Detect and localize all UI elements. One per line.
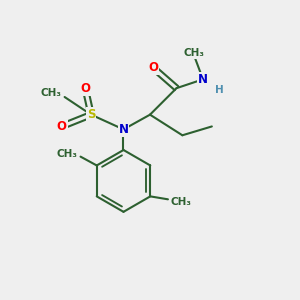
Text: CH₃: CH₃ (171, 197, 192, 207)
Text: O: O (80, 82, 90, 95)
Text: H: H (215, 85, 224, 94)
Text: CH₃: CH₃ (41, 88, 62, 98)
Text: O: O (57, 120, 67, 133)
Text: O: O (148, 61, 158, 74)
Text: CH₃: CH₃ (57, 149, 78, 159)
Text: N: N (118, 123, 128, 136)
Text: CH₃: CH₃ (184, 48, 205, 58)
Text: S: S (87, 108, 95, 121)
Text: N: N (198, 73, 208, 86)
